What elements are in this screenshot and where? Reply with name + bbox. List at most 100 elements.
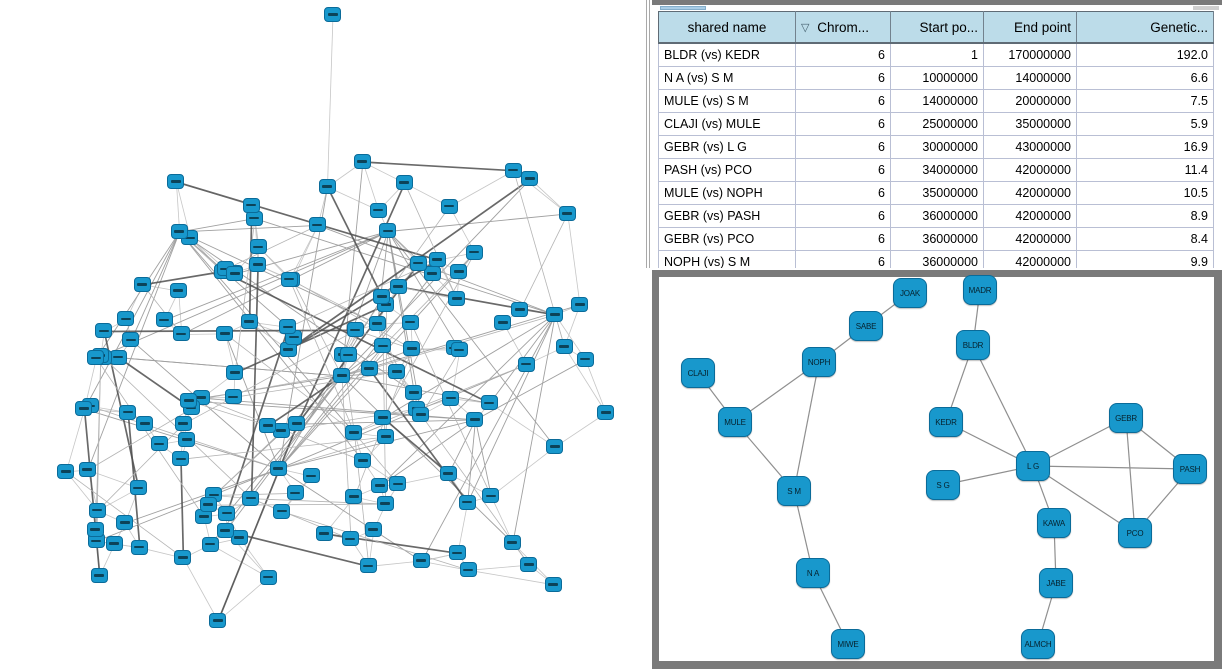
cell-end-point[interactable]: 42000000 (983, 204, 1077, 228)
graph-node[interactable] (379, 223, 397, 239)
graph-node[interactable] (129, 480, 147, 496)
graph-node[interactable] (174, 416, 192, 432)
graph-node[interactable] (95, 323, 113, 339)
graph-node[interactable] (521, 171, 539, 187)
graph-node[interactable] (369, 202, 387, 218)
graph-node-pash[interactable]: PASH (1173, 454, 1207, 484)
cell-end-point[interactable]: 42000000 (983, 250, 1077, 268)
graph-node[interactable] (242, 490, 260, 506)
graph-node[interactable] (308, 217, 326, 233)
graph-node[interactable] (442, 390, 460, 406)
graph-node[interactable] (280, 271, 298, 287)
graph-node[interactable] (122, 332, 140, 348)
cell-shared-name[interactable]: MULE (vs) S M (658, 89, 796, 113)
graph-node[interactable] (75, 401, 93, 417)
cell-genetic-distance[interactable]: 6.6 (1076, 66, 1214, 90)
graph-node[interactable] (224, 389, 242, 405)
cell-shared-name[interactable]: PASH (vs) PCO (658, 158, 796, 182)
cell-shared-name[interactable]: MULE (vs) NOPH (658, 181, 796, 205)
graph-node[interactable] (318, 179, 336, 195)
graph-node[interactable] (116, 515, 134, 531)
cell-chromosome[interactable]: 6 (795, 250, 891, 268)
graph-node[interactable] (458, 494, 476, 510)
graph-node[interactable] (459, 562, 477, 578)
graph-node[interactable] (286, 485, 304, 501)
graph-node[interactable] (345, 425, 363, 441)
cell-genetic-distance[interactable]: 8.4 (1076, 227, 1214, 251)
graph-node-kedr[interactable]: KEDR (929, 407, 963, 437)
graph-node[interactable] (339, 347, 357, 363)
graph-node[interactable] (170, 223, 188, 239)
cell-shared-name[interactable]: GEBR (vs) PASH (658, 204, 796, 228)
cell-chromosome[interactable]: 6 (795, 135, 891, 159)
cell-genetic-distance[interactable]: 9.9 (1076, 250, 1214, 268)
graph-edge[interactable] (793, 361, 820, 492)
graph-node[interactable] (494, 314, 512, 330)
graph-node[interactable] (388, 363, 406, 379)
graph-node[interactable] (288, 416, 306, 432)
cell-genetic-distance[interactable]: 10.5 (1076, 181, 1214, 205)
graph-node-gebr[interactable]: GEBR (1109, 403, 1143, 433)
graph-node-joak[interactable]: JOAK (893, 278, 927, 308)
graph-node[interactable] (440, 198, 458, 214)
graph-node[interactable] (226, 265, 244, 281)
table-row[interactable]: GEBR (vs) PASH 6 36000000 42000000 8.9 (658, 204, 1214, 228)
cell-shared-name[interactable]: NOPH (vs) S M (658, 250, 796, 268)
table-row[interactable]: BLDR (vs) KEDR 6 1 170000000 192.0 (658, 42, 1214, 67)
graph-node[interactable] (172, 326, 190, 342)
column-header-genetic[interactable]: Genetic... (1076, 11, 1214, 44)
cell-shared-name[interactable]: N A (vs) S M (658, 66, 796, 90)
graph-node[interactable] (374, 410, 392, 426)
graph-node[interactable] (259, 569, 277, 585)
column-header-start-position[interactable]: Start po... (890, 11, 984, 44)
graph-node[interactable] (226, 365, 244, 381)
graph-node[interactable] (133, 276, 151, 292)
subnetwork-canvas[interactable] (652, 270, 1222, 669)
graph-node[interactable] (480, 395, 498, 411)
graph-node[interactable] (178, 431, 196, 447)
graph-node-jabe[interactable]: JABE (1039, 568, 1073, 598)
graph-node[interactable] (373, 289, 391, 305)
graph-node[interactable] (130, 539, 148, 555)
graph-node[interactable] (353, 154, 371, 169)
graph-node[interactable] (412, 553, 430, 569)
graph-node[interactable] (279, 319, 297, 335)
graph-node[interactable] (345, 489, 363, 505)
graph-node-madr[interactable]: MADR (963, 275, 997, 305)
cell-start-position[interactable]: 30000000 (890, 135, 984, 159)
graph-node[interactable] (209, 613, 227, 629)
graph-node[interactable] (216, 523, 234, 538)
cell-genetic-distance[interactable]: 192.0 (1076, 42, 1214, 67)
graph-node[interactable] (465, 244, 483, 260)
graph-node[interactable] (242, 197, 260, 213)
cell-start-position[interactable]: 14000000 (890, 89, 984, 113)
graph-node[interactable] (360, 361, 378, 377)
graph-node-claji[interactable]: CLAJI (681, 358, 715, 388)
graph-node-sabe[interactable]: SABE (849, 311, 883, 341)
graph-node[interactable] (466, 411, 484, 427)
graph-node-sm[interactable]: S M (777, 476, 811, 506)
graph-node[interactable] (273, 503, 291, 519)
graph-node[interactable] (86, 522, 104, 538)
cell-end-point[interactable]: 35000000 (983, 112, 1077, 136)
graph-node[interactable] (482, 488, 500, 504)
graph-node[interactable] (546, 439, 564, 455)
column-header-shared-name[interactable]: shared name (658, 11, 796, 44)
graph-node[interactable] (333, 368, 350, 384)
graph-node[interactable] (240, 314, 258, 330)
graph-node[interactable] (389, 476, 407, 492)
graph-node-mule[interactable]: MULE (718, 407, 752, 437)
cell-genetic-distance[interactable]: 8.9 (1076, 204, 1214, 228)
graph-node[interactable] (412, 407, 430, 423)
graph-node[interactable] (377, 428, 395, 444)
graph-node-miwe[interactable]: MIWE (831, 629, 865, 659)
graph-node[interactable] (78, 462, 96, 478)
cell-shared-name[interactable]: BLDR (vs) KEDR (658, 42, 796, 67)
table-row[interactable]: MULE (vs) NOPH 6 35000000 42000000 10.5 (658, 181, 1214, 205)
graph-node[interactable] (448, 291, 465, 307)
graph-node[interactable] (504, 162, 522, 178)
graph-node[interactable] (105, 536, 123, 552)
graph-node[interactable] (57, 463, 75, 479)
cell-start-position[interactable]: 36000000 (890, 204, 984, 228)
graph-node[interactable] (450, 264, 468, 280)
